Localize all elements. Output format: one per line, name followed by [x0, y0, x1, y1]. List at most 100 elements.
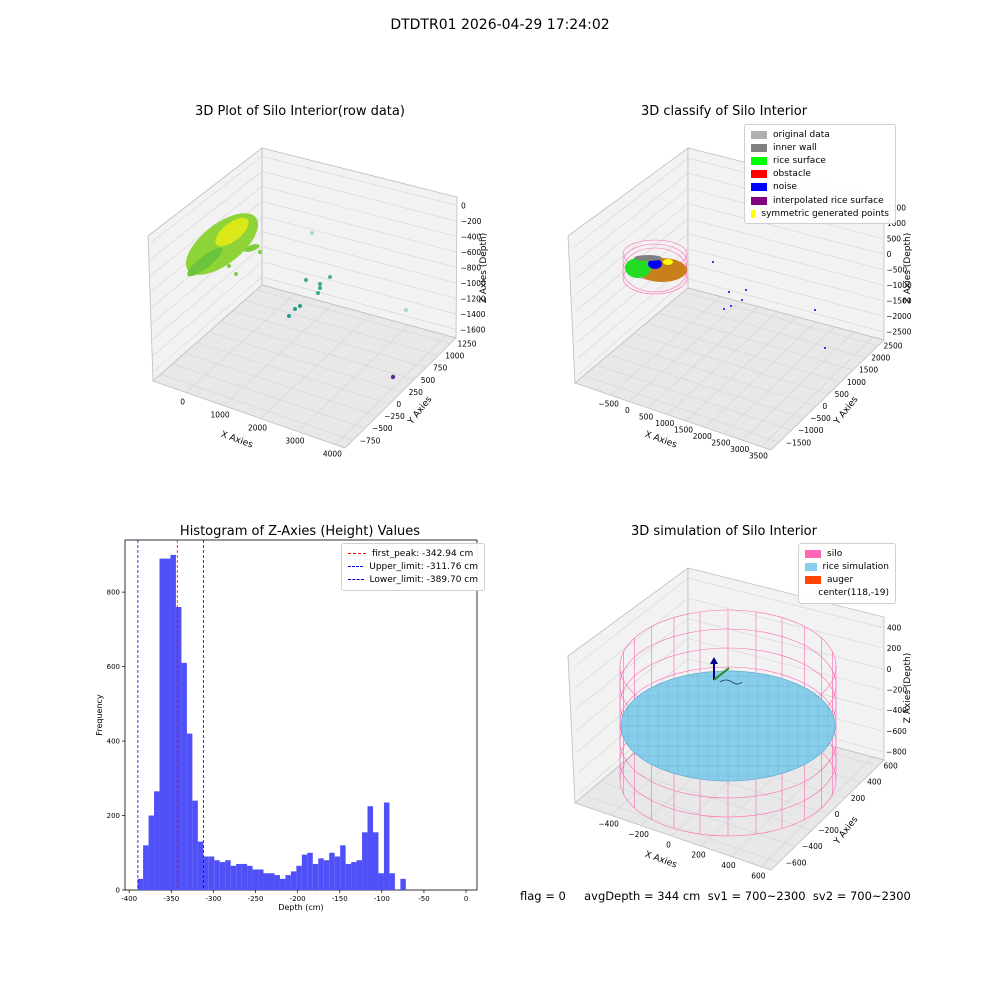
y-tick-label: −600: [786, 858, 807, 867]
x-tick-label: 0: [180, 397, 185, 406]
histogram-bar: [301, 854, 308, 890]
histogram-legend-item: Lower_limit: -389.70 cm: [348, 573, 478, 586]
x-tick-label: -250: [248, 895, 264, 903]
histogram-bar: [383, 802, 390, 890]
x-tick-label: 500: [639, 412, 654, 421]
z-tick-label: −2500: [886, 328, 912, 337]
z-gridline: [261, 246, 457, 299]
legend-swatch: [805, 575, 821, 584]
histogram-reference-lines: [137, 540, 204, 890]
legend-swatch: [805, 589, 812, 597]
x-tick-label: 2000: [248, 424, 267, 433]
x-gridline: [723, 326, 835, 434]
legend-label: center(118,-19): [818, 588, 889, 599]
histogram-bar: [323, 860, 330, 890]
simulation-legend: silo rice simulation auger center(118,-19): [798, 543, 896, 604]
raw-point: [318, 282, 322, 286]
x-tick-label: 0: [625, 406, 630, 415]
legend-label: symmetric generated points: [761, 208, 889, 219]
z-gridline: [576, 638, 689, 731]
y-gridline: [244, 300, 439, 356]
classify-legend-item: noise: [751, 181, 889, 194]
x-tick-label: -200: [290, 895, 306, 903]
y-gridline: [646, 323, 840, 383]
y-tick-label: 750: [433, 364, 448, 373]
simulation-legend-item: auger: [805, 573, 889, 586]
classify-3d-grid: [574, 157, 884, 447]
raw-point: [304, 278, 308, 282]
x-tick-label: 2500: [711, 439, 730, 448]
x-tick-label: 0: [464, 895, 468, 903]
x-tick-label: 1500: [674, 426, 693, 435]
z-gridline: [261, 170, 457, 222]
z-gridline: [575, 188, 689, 279]
legend-swatch: [751, 196, 767, 205]
classified-rice-surface: [625, 258, 651, 278]
x-tick-label: 3000: [285, 437, 304, 446]
z-gridline: [148, 155, 263, 245]
y-tick-label: −200: [818, 826, 839, 835]
simulation-legend-item: rice simulation: [805, 560, 889, 573]
x-gridline: [731, 748, 843, 857]
legend-swatch: [751, 183, 767, 192]
z-gridline: [687, 203, 883, 255]
y-tick-label: −1500: [786, 438, 812, 447]
histogram-legend-item: Upper_limit: -311.76 cm: [348, 560, 478, 573]
z-gridline: [148, 171, 263, 261]
z-gridline: [578, 278, 689, 375]
classify-legend-item: rice surface: [751, 154, 889, 167]
y-gridline: [184, 352, 378, 417]
x-tick-label: 400: [721, 861, 736, 870]
histogram-bar: [159, 558, 165, 890]
panel4-title: 3D simulation of Silo Interior: [631, 524, 817, 539]
panel1-title: 3D Plot of Silo Interior(row data): [195, 104, 405, 119]
y-gridline: [220, 321, 414, 381]
x-gridline: [185, 293, 296, 393]
z-tick-label: 0: [461, 201, 466, 210]
simulation-legend-item: silo: [805, 547, 889, 560]
legend-swatch: [805, 562, 817, 571]
z-tick-label: −1500: [886, 297, 912, 306]
raw-point: [227, 264, 231, 268]
histogram-bar: [329, 852, 335, 890]
histogram-bar: [279, 878, 286, 890]
histogram-bar: [208, 856, 215, 890]
histogram-bar: [285, 875, 291, 890]
classify-legend-item: original data: [751, 128, 889, 141]
noise-point: [728, 291, 730, 293]
z-gridline: [151, 246, 263, 341]
simulation-z-tick-labels: 400 200 0 −200 −400 −600 −800: [886, 623, 907, 756]
x-tick-label: 4000: [323, 450, 342, 459]
x-tick-label: 600: [751, 872, 766, 881]
z-gridline: [151, 261, 263, 357]
z-tick-label: 1500: [887, 203, 906, 212]
auger-coil: [719, 679, 743, 685]
z-gridline: [687, 278, 883, 332]
status-line: flag = 0 avgDepth = 344 cm sv1 = 700~230…: [520, 889, 911, 903]
x-tick-label: −200: [628, 830, 649, 839]
simulation-legend-item: center(118,-19): [805, 587, 889, 600]
raw-point: [404, 308, 408, 312]
rice-surface-mesh: [621, 671, 835, 781]
legend-label: Upper_limit: -311.76 cm: [369, 561, 478, 572]
x-tick-label: -150: [332, 895, 348, 903]
z-tick-label: −600: [886, 727, 907, 736]
raw-scatter-points: [227, 231, 408, 380]
raw-point: [390, 374, 396, 380]
x-gridline: [222, 304, 334, 406]
histogram-bar: [154, 791, 160, 890]
y-gridline: [658, 312, 853, 370]
y-tick-label: −1000: [798, 426, 824, 435]
legend-label: silo: [827, 548, 843, 559]
z-tick-label: −400: [461, 232, 482, 241]
z-tick-label: −800: [461, 264, 482, 273]
raw-point: [287, 314, 291, 318]
classified-noise-points: [712, 261, 826, 349]
classify-legend-item: inner wall: [751, 141, 889, 154]
noise-point: [741, 299, 743, 301]
y-gridline: [232, 310, 427, 368]
x-gridline: [648, 306, 760, 408]
y-tick-label: −500: [810, 414, 831, 423]
y-tick-label: 1000: [847, 378, 866, 387]
